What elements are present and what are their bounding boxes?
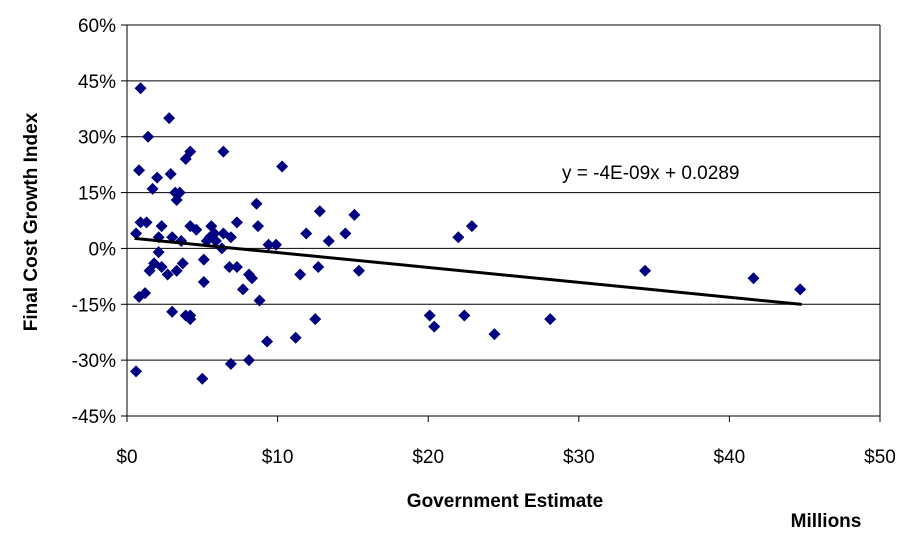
data-point <box>223 261 236 274</box>
data-point <box>348 208 361 221</box>
data-point <box>230 261 243 274</box>
x-tick-label: $30 <box>563 447 595 468</box>
x-tick-label: $20 <box>412 447 444 468</box>
data-point <box>313 205 326 218</box>
data-point <box>465 220 478 233</box>
data-point <box>262 238 275 251</box>
data-point <box>639 264 652 277</box>
data-point <box>134 82 147 95</box>
data-point <box>190 223 203 236</box>
data-point <box>452 231 465 244</box>
data-point <box>184 313 197 326</box>
y-tick-label: 0% <box>89 239 117 260</box>
data-point <box>242 354 255 367</box>
data-point <box>184 145 197 158</box>
data-point <box>170 194 183 207</box>
x-axis-title: Government Estimate <box>407 491 603 512</box>
data-point <box>294 268 307 281</box>
data-point <box>155 220 168 233</box>
data-point <box>794 283 807 296</box>
data-point <box>236 283 249 296</box>
y-tick-labels: -45% -30% -15% 0% 15% 30% 45% 60% <box>72 16 116 428</box>
trendline-group <box>134 236 802 306</box>
y-tick-label: -30% <box>72 351 116 372</box>
data-point <box>747 272 760 285</box>
y-tick-label: 60% <box>78 16 116 37</box>
data-point <box>166 305 179 318</box>
data-point <box>166 231 179 244</box>
data-point <box>270 238 283 251</box>
data-point <box>133 164 146 177</box>
x-axis-unit-label: Millions <box>791 511 862 532</box>
data-point <box>140 216 153 229</box>
data-point <box>170 264 183 277</box>
data-point <box>196 372 209 385</box>
data-point <box>197 275 210 288</box>
data-point <box>250 197 263 210</box>
trendline <box>134 236 802 306</box>
data-point <box>152 246 165 259</box>
data-point <box>289 331 302 344</box>
x-tick-label: $50 <box>864 447 896 468</box>
data-point <box>352 264 365 277</box>
data-point <box>423 309 436 322</box>
data-point <box>217 145 230 158</box>
data-point <box>309 313 322 326</box>
y-tick-label: 45% <box>78 72 116 93</box>
y-tick-label: -15% <box>72 295 116 316</box>
x-tick-label: $40 <box>714 447 746 468</box>
data-point <box>458 309 471 322</box>
data-points <box>130 82 807 385</box>
data-point <box>224 231 237 244</box>
y-tick-label: -45% <box>72 407 116 428</box>
x-tick-labels: $0 $10 $20 $30 $40 $50 <box>116 447 895 468</box>
data-point <box>253 294 266 307</box>
y-tick-label: 30% <box>78 128 116 149</box>
data-point <box>130 365 143 378</box>
data-point <box>163 112 176 125</box>
data-point <box>164 167 177 180</box>
x-tick-label: $0 <box>116 447 137 468</box>
data-point <box>230 216 243 229</box>
data-point <box>276 160 289 173</box>
x-tick-label: $10 <box>262 447 294 468</box>
data-point <box>224 357 237 370</box>
data-point <box>161 268 174 281</box>
data-point <box>134 216 147 229</box>
data-point <box>261 335 274 348</box>
data-point <box>488 328 501 341</box>
y-axis-title: Final Cost Growth Index <box>21 112 42 331</box>
data-point <box>139 287 152 300</box>
y-tick-label: 15% <box>78 184 116 205</box>
gridlines <box>127 24 880 361</box>
data-point <box>544 313 557 326</box>
trendline-equation: y = -4E-09x + 0.0289 <box>562 163 739 184</box>
data-point <box>146 182 159 195</box>
data-point <box>197 253 210 266</box>
data-point <box>312 261 325 274</box>
data-point <box>176 257 189 270</box>
data-point <box>300 227 313 240</box>
data-point <box>209 234 222 247</box>
axes <box>121 24 881 422</box>
data-point <box>252 220 265 233</box>
data-point <box>142 130 155 143</box>
data-point <box>130 227 143 240</box>
data-point <box>339 227 352 240</box>
data-point <box>245 272 258 285</box>
data-point <box>155 261 168 274</box>
data-point <box>428 320 441 333</box>
data-point <box>151 171 164 184</box>
data-point <box>322 234 335 247</box>
